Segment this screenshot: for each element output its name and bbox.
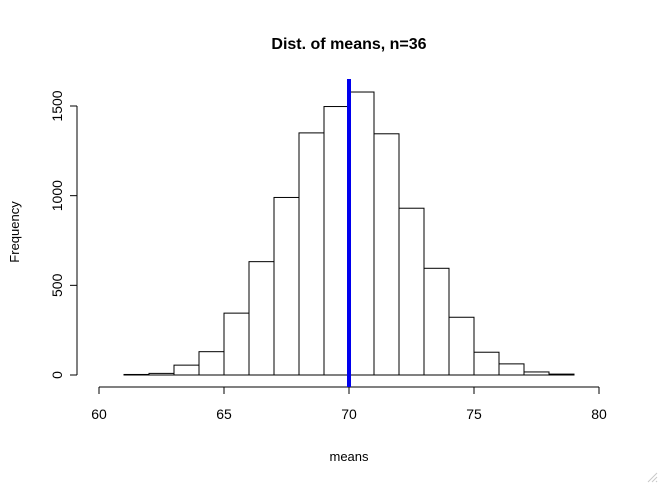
x-tick-label: 80: [591, 406, 607, 422]
histogram-bar: [373, 133, 400, 376]
histogram-bar: [223, 312, 250, 376]
histogram-bar: [148, 372, 175, 376]
x-axis: 60 65 70 75 80: [91, 386, 607, 422]
histogram-bar: [198, 351, 225, 376]
histogram-bar: [523, 371, 550, 376]
histogram-bar: [423, 267, 450, 376]
histogram-bar: [498, 363, 525, 376]
x-tick-label: 65: [216, 406, 232, 422]
histogram-bar: [548, 373, 575, 376]
x-tick-label: 60: [91, 406, 107, 422]
histogram-bar: [248, 261, 275, 376]
histogram-bar: [123, 373, 150, 376]
histogram-bar: [273, 196, 300, 376]
histogram-bar: [323, 106, 350, 376]
y-tick-label: 0: [49, 371, 65, 379]
x-tick-label: 70: [341, 406, 357, 422]
x-tick-label: 75: [466, 406, 482, 422]
y-tick-label: 1000: [49, 180, 65, 211]
histogram-bar: [173, 364, 200, 376]
x-axis-label: means: [329, 449, 369, 464]
histogram-bar: [348, 91, 375, 376]
histogram-bar: [298, 132, 325, 376]
histogram-bar: [448, 316, 475, 376]
y-axis-label: Frequency: [7, 201, 22, 263]
histogram-bar: [473, 351, 500, 376]
y-tick-label: 1500: [49, 90, 65, 121]
chart-title: Dist. of means, n=36: [271, 36, 426, 53]
histogram-bars: [123, 91, 575, 376]
y-axis: 0 500 1000 1500: [49, 90, 78, 379]
resize-grip-icon[interactable]: [646, 471, 658, 483]
y-tick-label: 500: [49, 273, 65, 297]
histogram-bar: [398, 207, 425, 376]
